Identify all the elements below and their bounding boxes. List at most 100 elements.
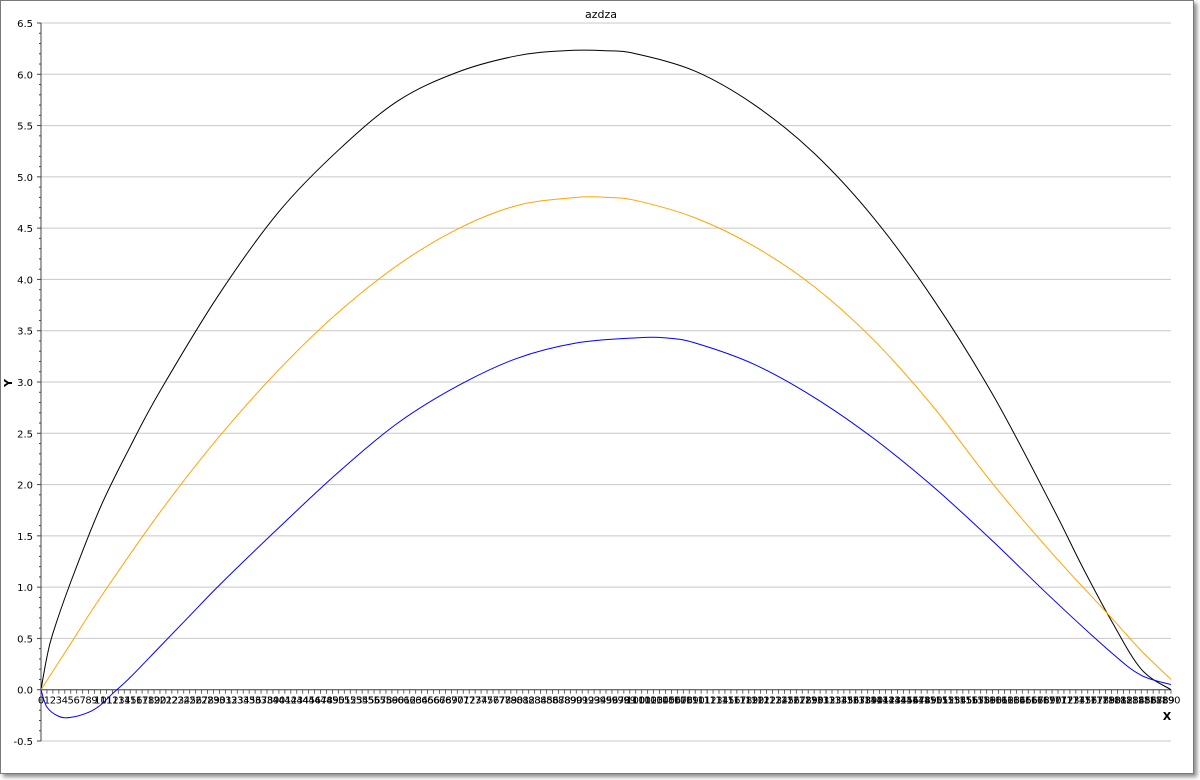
x-tick-label: 60 <box>391 696 404 707</box>
x-tick-label: 80 <box>510 696 523 707</box>
x-tick-label: 120 <box>745 696 764 707</box>
x-tick-label: 146 <box>900 696 919 707</box>
x-tick-label: 23 <box>171 696 184 707</box>
x-tick-label: 110 <box>686 696 705 707</box>
x-tick-label: 93 <box>588 696 601 707</box>
series-line-2 <box>40 336 1172 719</box>
x-tick-label: 39 <box>267 696 280 707</box>
x-tick-label: 156 <box>959 696 978 707</box>
x-tick-label: 83 <box>528 696 541 707</box>
x-tick-label: 35 <box>243 696 256 707</box>
y-tick-labels: -0.5 0.0 0.5 1.0 1.5 2.0 2.5 3.0 3.5 4.0 4.5 5.0 5.5… <box>13 19 33 748</box>
x-tick-label: 95 <box>600 696 613 707</box>
x-tick-label: 155 <box>953 696 972 707</box>
x-tick-label: 187 <box>1144 696 1163 707</box>
x-tick-label: 86 <box>546 696 559 707</box>
x-tick-label: 77 <box>493 696 506 707</box>
x-tick-label: 63 <box>409 696 422 707</box>
x-tick-label: 107 <box>668 696 687 707</box>
x-tick-label: 116 <box>721 696 740 707</box>
x-tick-label: 129 <box>799 696 818 707</box>
x-tick-label: 59 <box>386 696 399 707</box>
x-tick-label: 173 <box>1060 696 1079 707</box>
x-tick-label: 139 <box>858 696 877 707</box>
x-tick-label: 126 <box>781 696 800 707</box>
x-tick-label: 65 <box>421 696 434 707</box>
x-tick-label: 67 <box>433 696 446 707</box>
x-tick-label: 78 <box>499 696 512 707</box>
x-tick-label: 101 <box>632 696 651 707</box>
x-tick-label: 15 <box>124 696 137 707</box>
y-tick-label: 6.0 <box>17 70 33 81</box>
x-tick-label: 176 <box>1078 696 1097 707</box>
x-tick-label: 111 <box>692 696 711 707</box>
x-tick-label: 37 <box>255 696 268 707</box>
x-tick-label: 138 <box>852 696 871 707</box>
x-tick-label: 97 <box>612 696 625 707</box>
x-tick-label: 79 <box>504 696 517 707</box>
chart-title: azdza <box>585 8 617 21</box>
x-tick-label: 9 <box>91 696 97 707</box>
grid-lines <box>41 22 1171 742</box>
y-tick-label: 0.5 <box>17 634 33 645</box>
x-tick-label: 84 <box>534 696 547 707</box>
x-tick-label: 103 <box>644 696 663 707</box>
x-tick-label: 56 <box>368 696 381 707</box>
x-tick-label: 90 <box>570 696 583 707</box>
x-tick-label: 46 <box>308 696 321 707</box>
x-tick-label: 118 <box>733 696 752 707</box>
x-tick-label: 1 <box>44 696 50 707</box>
x-tick-label: 73 <box>469 696 482 707</box>
x-tick-label: 87 <box>552 696 565 707</box>
x-tick-label: 64 <box>415 696 428 707</box>
x-tick-label: 32 <box>225 696 238 707</box>
x-tick-label: 55 <box>362 696 375 707</box>
x-tick-label: 96 <box>606 696 619 707</box>
x-tick-label: 165 <box>1013 696 1032 707</box>
x-tick-label: 61 <box>397 696 410 707</box>
x-tick-label: 172 <box>1054 696 1073 707</box>
x-tick-label: 44 <box>296 696 309 707</box>
x-tick-label: 130 <box>805 696 824 707</box>
x-tick-label: 7 <box>79 696 85 707</box>
x-tick-label: 10 <box>94 696 107 707</box>
x-tick-label: 140 <box>864 696 883 707</box>
x-tick-label: 27 <box>195 696 208 707</box>
x-tick-label: 190 <box>1161 696 1180 707</box>
x-tick-label: 69 <box>445 696 458 707</box>
x-tick-label: 51 <box>338 696 351 707</box>
x-tick-label: 0 <box>38 696 44 707</box>
x-tick-label: 26 <box>189 696 202 707</box>
x-tick-label: 161 <box>989 696 1008 707</box>
x-tick-label: 136 <box>840 696 859 707</box>
x-tick-label: 131 <box>811 696 830 707</box>
x-tick-label: 164 <box>1007 696 1026 707</box>
x-tick-label: 189 <box>1156 696 1175 707</box>
x-tick-label: 148 <box>912 696 931 707</box>
x-tick-label: 88 <box>558 696 571 707</box>
x-tick-label: 149 <box>918 696 937 707</box>
x-tick-label: 49 <box>326 696 339 707</box>
x-tick-label: 75 <box>481 696 494 707</box>
x-tick-label: 72 <box>463 696 476 707</box>
x-tick-label: 119 <box>739 696 758 707</box>
x-tick-label: 19 <box>148 696 161 707</box>
x-tick-label: 122 <box>757 696 776 707</box>
x-tick-label: 99 <box>623 696 636 707</box>
x-tick-label: 184 <box>1126 696 1145 707</box>
x-tick-label: 40 <box>273 696 286 707</box>
x-tick-label: 124 <box>769 696 788 707</box>
x-tick-label: 4 <box>62 696 68 707</box>
x-tick-label: 66 <box>427 696 440 707</box>
y-tick-label: 3.5 <box>17 327 33 338</box>
x-tick-label: 114 <box>709 696 728 707</box>
x-tick-label: 163 <box>1001 696 1020 707</box>
x-tick-label: 181 <box>1108 696 1127 707</box>
x-tick-label: 158 <box>971 696 990 707</box>
x-tick-label: 188 <box>1150 696 1169 707</box>
x-tick-label: 135 <box>834 696 853 707</box>
x-tick-label: 74 <box>475 696 488 707</box>
x-tick-label: 22 <box>165 696 178 707</box>
x-tick-label: 81 <box>516 696 529 707</box>
